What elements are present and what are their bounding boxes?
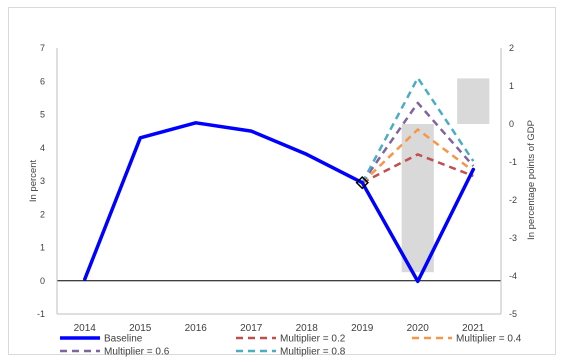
y2-tick-label: -5 xyxy=(509,309,517,319)
series-line-multiplier-0-2 xyxy=(361,153,474,184)
series-line-multiplier-0-6 xyxy=(361,101,475,184)
x-tick-label: 2014 xyxy=(74,323,97,334)
y2-tick-label: -1 xyxy=(509,157,517,167)
ticks-layer: -1 0 1 2 3 4 5 6 7 -5 -4 -3 -2 -1 0 1 2 2014 2015 2016 2017 2… xyxy=(37,43,517,334)
bar-2021 xyxy=(457,78,490,124)
axes-layer xyxy=(56,48,502,315)
legend-label: Multiplier = 0.6 xyxy=(104,347,170,358)
legend: Baseline Multiplier = 0.2 Multiplier = 0.4… xyxy=(60,334,522,358)
y-tick-label: 0 xyxy=(40,276,45,286)
y2-tick-label: 2 xyxy=(509,43,514,53)
x-tick-label: 2019 xyxy=(351,323,374,334)
y-tick-label: 5 xyxy=(40,110,45,120)
y-tick-label: 1 xyxy=(40,243,45,253)
legend-label: Multiplier = 0.4 xyxy=(456,334,522,345)
y2-tick-label: 0 xyxy=(509,119,514,129)
bar-2020 xyxy=(401,124,434,273)
bars-layer xyxy=(401,78,490,273)
y2-tick-label: 1 xyxy=(509,81,514,91)
x-tick-label: 2015 xyxy=(129,323,152,334)
y2-tick-label: -4 xyxy=(509,271,517,281)
series-line-multiplier-0-4 xyxy=(361,128,475,184)
y2-tick-label: -2 xyxy=(509,195,517,205)
legend-label: Baseline xyxy=(104,334,143,345)
y2-tick-label: -3 xyxy=(509,233,517,243)
x-tick-label: 2018 xyxy=(296,323,319,334)
legend-label: Multiplier = 0.8 xyxy=(280,347,346,358)
y-tick-label: 7 xyxy=(40,43,45,53)
y-tick-label: 3 xyxy=(40,176,45,186)
y2-axis-title: In percentage points of GDP xyxy=(526,120,537,240)
x-tick-label: 2017 xyxy=(240,323,263,334)
y-axis-title: In percent xyxy=(28,160,39,203)
junction-marker xyxy=(355,175,369,190)
series-line-baseline xyxy=(83,121,476,284)
chart-frame xyxy=(8,7,556,355)
y-tick-label: -1 xyxy=(37,309,45,319)
y-tick-label: 4 xyxy=(40,143,45,153)
x-tick-label: 2020 xyxy=(407,323,430,334)
y-tick-label: 2 xyxy=(40,209,45,219)
series-line-multiplier-0-8 xyxy=(361,76,475,184)
x-tick-label: 2021 xyxy=(462,323,485,334)
legend-label: Multiplier = 0.2 xyxy=(280,334,346,345)
y-tick-label: 6 xyxy=(40,76,45,86)
series-layer xyxy=(83,76,476,284)
x-tick-label: 2016 xyxy=(185,323,208,334)
